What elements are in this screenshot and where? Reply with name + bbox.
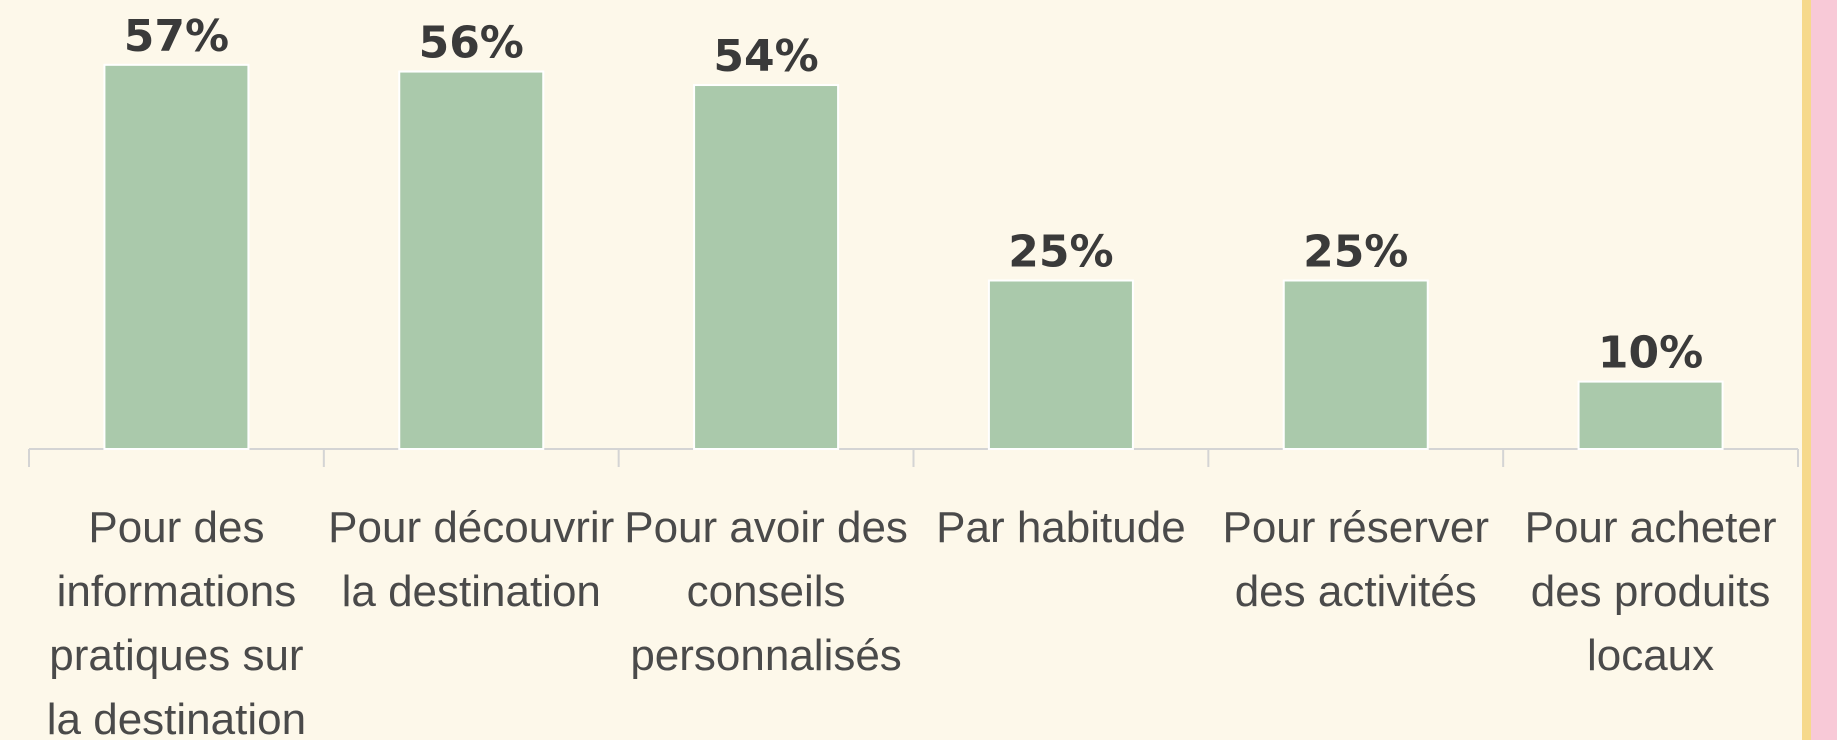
bar bbox=[1282, 279, 1429, 450]
bar bbox=[1577, 380, 1724, 451]
value-label: 54% bbox=[713, 31, 818, 82]
value-label: 25% bbox=[1303, 227, 1408, 278]
value-label: 10% bbox=[1598, 328, 1703, 379]
x-tick-label: Pour acheter des produits locaux bbox=[1524, 503, 1777, 680]
bar bbox=[987, 279, 1134, 450]
x-tick-label: Par habitude bbox=[936, 503, 1186, 552]
value-label: 56% bbox=[419, 18, 524, 69]
bar bbox=[398, 70, 545, 450]
value-label: 57% bbox=[124, 11, 229, 62]
x-tick-label: Pour des informations pratiques sur la d… bbox=[46, 503, 307, 740]
decor-strip bbox=[1802, 0, 1811, 740]
x-tick-label: Pour avoir des conseils personnalisés bbox=[624, 503, 908, 680]
bar bbox=[103, 63, 250, 450]
decor-strip bbox=[1811, 0, 1837, 740]
bar bbox=[693, 84, 840, 450]
x-tick-label: Pour réserver des activités bbox=[1222, 503, 1490, 616]
value-label: 25% bbox=[1008, 227, 1113, 278]
x-tick-label: Pour découvrir la destination bbox=[328, 503, 615, 616]
